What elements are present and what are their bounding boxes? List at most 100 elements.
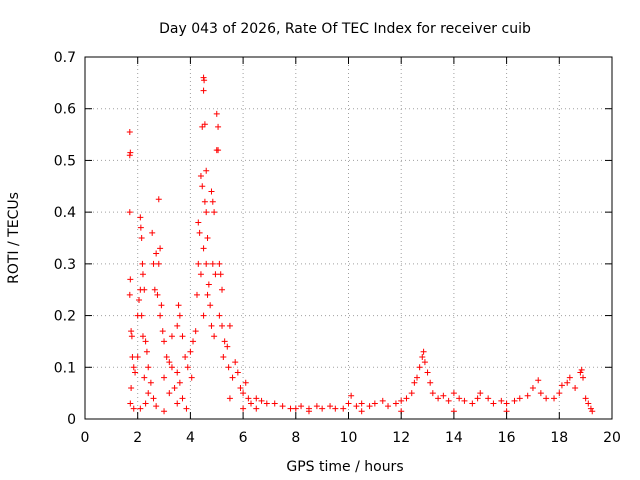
data-points [126, 74, 596, 415]
data-point [511, 397, 518, 404]
y-axis-label: ROTI / TECUs [6, 192, 22, 284]
data-point [225, 364, 232, 371]
data-point [408, 390, 415, 397]
data-point [151, 286, 158, 293]
data-point [209, 198, 216, 205]
data-point [211, 333, 218, 340]
data-point [196, 229, 203, 236]
data-point [161, 374, 168, 381]
x-tick-label: 20 [603, 430, 621, 446]
data-point [248, 400, 255, 407]
data-point [215, 123, 222, 130]
data-point [138, 312, 145, 319]
data-point [153, 403, 160, 410]
data-point [403, 395, 410, 402]
data-point [217, 271, 224, 278]
y-tick-label: 0.5 [54, 153, 76, 169]
data-point [242, 379, 249, 386]
data-point [456, 395, 463, 402]
data-point [348, 392, 355, 399]
data-point [327, 403, 334, 410]
data-point [136, 297, 143, 304]
data-point [587, 405, 594, 412]
data-point [345, 400, 352, 407]
data-point [142, 400, 149, 407]
data-point [414, 374, 421, 381]
data-point [292, 405, 299, 412]
data-point [445, 397, 452, 404]
data-point [161, 408, 168, 415]
data-point [139, 333, 146, 340]
data-point [200, 74, 207, 81]
data-point [175, 302, 182, 309]
y-axis-ticks: 0 0.1 0.2 0.3 0.4 0.5 0.6 0.7 [54, 50, 612, 428]
data-point [558, 382, 565, 389]
data-point [176, 379, 183, 386]
data-point [221, 338, 228, 345]
data-point [287, 405, 294, 412]
x-axis-label: GPS time / hours [286, 459, 403, 475]
data-point [126, 152, 133, 159]
data-point [182, 353, 189, 360]
data-point [212, 271, 219, 278]
data-point [279, 403, 286, 410]
y-tick-label: 0 [67, 412, 76, 428]
data-point [155, 196, 162, 203]
data-point [305, 408, 312, 415]
data-point [171, 384, 178, 391]
data-point [535, 377, 542, 384]
data-point [213, 110, 220, 117]
data-point [366, 403, 373, 410]
data-point [421, 359, 428, 366]
data-point [420, 348, 427, 355]
data-point [157, 312, 164, 319]
data-point [134, 353, 141, 360]
data-point [219, 286, 226, 293]
data-point [153, 250, 160, 257]
data-point [143, 348, 150, 355]
data-point [371, 400, 378, 407]
data-point [208, 188, 215, 195]
data-point [200, 245, 207, 252]
data-point [440, 392, 447, 399]
grid-lines [85, 57, 612, 419]
data-point [556, 390, 563, 397]
data-point [200, 312, 207, 319]
data-point [332, 405, 339, 412]
data-point [174, 369, 181, 376]
y-tick-label: 0.4 [54, 205, 76, 221]
data-point [564, 379, 571, 386]
data-point [216, 260, 223, 267]
data-point [137, 405, 144, 412]
x-tick-label: 6 [239, 430, 248, 446]
data-point [566, 374, 573, 381]
data-point [128, 328, 135, 335]
y-tick-label: 0.2 [54, 309, 76, 325]
data-point [137, 214, 144, 221]
data-point [585, 400, 592, 407]
data-point [240, 405, 247, 412]
data-point [129, 353, 136, 360]
data-point [353, 403, 360, 410]
data-point [474, 395, 481, 402]
data-point [139, 260, 146, 267]
data-point [159, 328, 166, 335]
data-point [498, 397, 505, 404]
data-point [197, 271, 204, 278]
data-point [215, 147, 222, 154]
data-point [139, 271, 146, 278]
data-point [211, 209, 218, 216]
data-point [154, 291, 161, 298]
data-point [130, 364, 137, 371]
data-point [158, 302, 165, 309]
data-point [589, 408, 596, 415]
data-point [298, 403, 305, 410]
data-point [490, 400, 497, 407]
x-tick-label: 16 [498, 430, 516, 446]
data-point [209, 260, 216, 267]
data-point [234, 369, 241, 376]
data-point [204, 291, 211, 298]
data-point [219, 322, 226, 329]
data-point [126, 291, 133, 298]
data-point [128, 384, 135, 391]
